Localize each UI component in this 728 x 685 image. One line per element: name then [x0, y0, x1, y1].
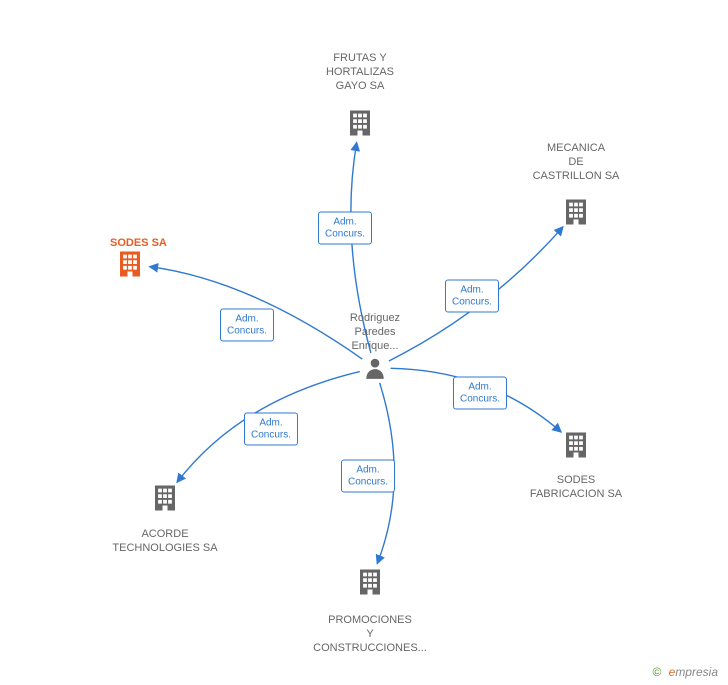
edge-label: Adm. Concurs.	[244, 413, 298, 446]
watermark: © empresia	[652, 665, 718, 679]
edge-label: Adm. Concurs.	[453, 377, 507, 410]
building-icon	[115, 249, 145, 279]
building-icon	[561, 197, 591, 227]
building-icon	[150, 483, 180, 513]
building-icon	[345, 108, 375, 138]
edge-label: Adm. Concurs.	[341, 460, 395, 493]
building-icon	[561, 430, 591, 460]
edge-label: Adm. Concurs.	[318, 212, 372, 245]
edge	[351, 142, 371, 353]
edge-label: Adm. Concurs.	[220, 309, 274, 342]
brand-rest: mpresia	[675, 665, 718, 679]
building-icon	[355, 567, 385, 597]
edge-label: Adm. Concurs.	[445, 280, 499, 313]
copyright-symbol: ©	[652, 665, 661, 679]
person-icon	[362, 355, 388, 381]
